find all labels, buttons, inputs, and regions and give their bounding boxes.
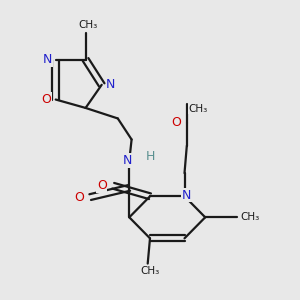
Text: N: N [43, 53, 52, 66]
Text: N: N [182, 188, 191, 202]
Text: O: O [74, 190, 84, 204]
Text: O: O [41, 93, 51, 106]
Text: O: O [97, 179, 106, 192]
Text: CH₃: CH₃ [189, 104, 208, 114]
Text: CH₃: CH₃ [78, 20, 98, 30]
Text: O: O [172, 116, 182, 129]
Text: H: H [145, 150, 155, 163]
Text: N: N [106, 78, 116, 91]
Text: CH₃: CH₃ [241, 212, 260, 222]
Text: CH₃: CH₃ [140, 266, 160, 276]
Text: N: N [122, 154, 132, 167]
